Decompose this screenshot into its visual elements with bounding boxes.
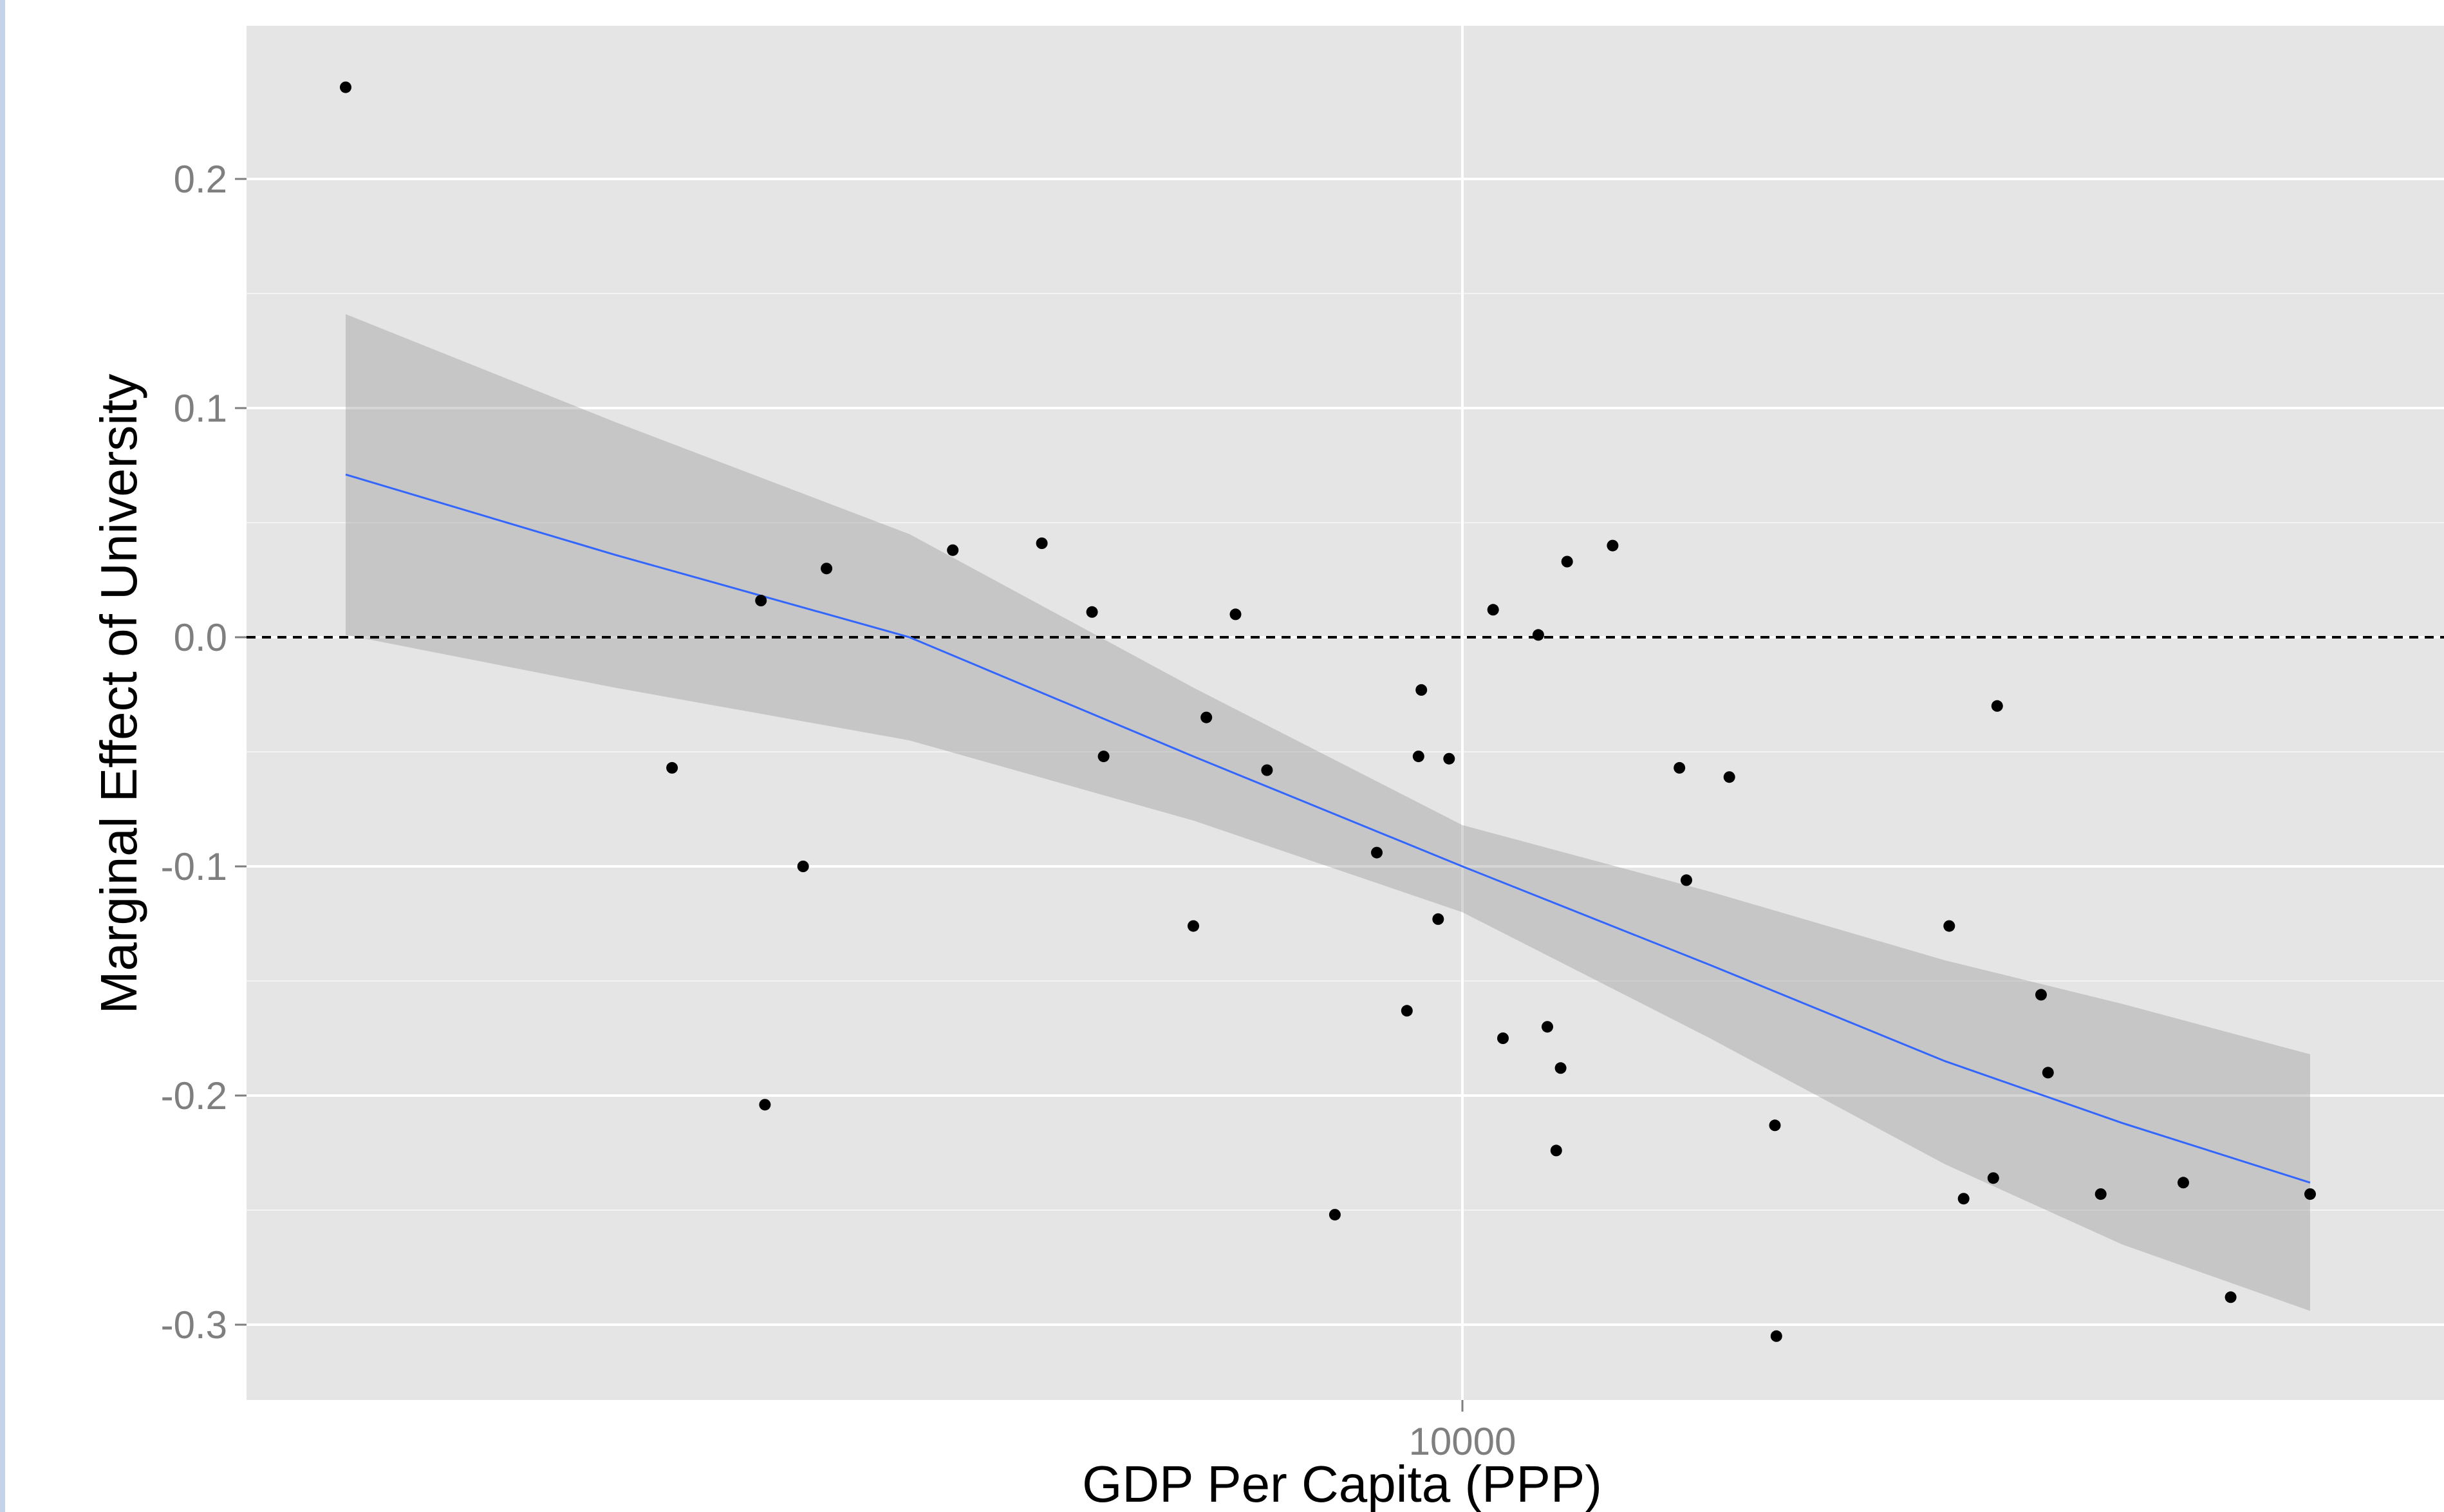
major-grid (247, 26, 2444, 1400)
y-tick-label: -0.3 (161, 1303, 227, 1347)
data-point (1957, 1193, 1970, 1205)
data-point (1943, 920, 1955, 932)
data-point (1542, 1021, 1553, 1033)
data-point (1329, 1209, 1341, 1221)
data-point (1561, 555, 1573, 568)
minor-grid (247, 293, 2444, 1211)
confidence-band-layer (346, 314, 2310, 1311)
data-point (1769, 1119, 1781, 1132)
data-point (1371, 846, 1383, 859)
data-point (947, 544, 959, 556)
y-axis: 0.2 0.1 0.0 -0.1 -0.2 -0.3 (161, 158, 247, 1347)
fit-line-layer (345, 473, 2311, 1184)
data-point (821, 563, 833, 575)
data-point (1550, 1144, 1562, 1157)
data-point (2094, 1188, 2107, 1200)
data-point (2304, 1188, 2316, 1200)
data-point (1723, 771, 1735, 783)
y-tick-label: -0.1 (161, 845, 227, 888)
data-point (1532, 629, 1544, 641)
data-point (759, 1099, 771, 1111)
data-point (1401, 1005, 1413, 1017)
y-tick-label: -0.2 (161, 1074, 227, 1117)
data-point (1036, 537, 1048, 549)
y-tick-label: 0.1 (174, 387, 227, 430)
data-point (1674, 761, 1686, 774)
y-tick-label: 0.2 (174, 158, 227, 201)
x-axis: 10000 (1409, 1400, 1516, 1463)
data-point (666, 761, 678, 774)
plot-panel (247, 26, 2444, 1400)
data-point (1681, 874, 1692, 886)
data-point (1261, 764, 1273, 776)
left-edge-bar (0, 0, 5, 1512)
data-point (2178, 1177, 2189, 1189)
data-point (1991, 700, 2003, 712)
x-tick-label: 10000 (1409, 1420, 1516, 1463)
data-point (1412, 751, 1424, 763)
data-point (1200, 711, 1213, 723)
data-point (1487, 604, 1499, 616)
data-point (755, 595, 767, 606)
confidence-band (346, 314, 2310, 1311)
data-point (1497, 1032, 1509, 1044)
data-point (1188, 920, 1199, 932)
data-point (797, 861, 809, 872)
data-point (1086, 606, 1098, 618)
data-point (1229, 608, 1242, 621)
data-point (1987, 1172, 1999, 1184)
data-point (2035, 989, 2047, 1001)
y-axis-title: Marginal Effect of University (90, 374, 147, 1014)
fit-line (345, 473, 2311, 1184)
data-point (1432, 913, 1444, 925)
data-point (2042, 1067, 2054, 1079)
x-axis-title: GDP Per Capita (PPP) (1082, 1455, 1602, 1512)
data-point (2225, 1291, 2237, 1303)
points-layer (340, 81, 2316, 1342)
data-point (1415, 684, 1428, 696)
y-tick-label: 0.0 (174, 616, 227, 659)
data-point (1443, 752, 1455, 765)
data-point (340, 81, 351, 93)
data-point (1554, 1062, 1567, 1074)
data-point (1097, 751, 1110, 763)
data-point (1607, 539, 1619, 552)
data-point (1770, 1330, 1782, 1342)
